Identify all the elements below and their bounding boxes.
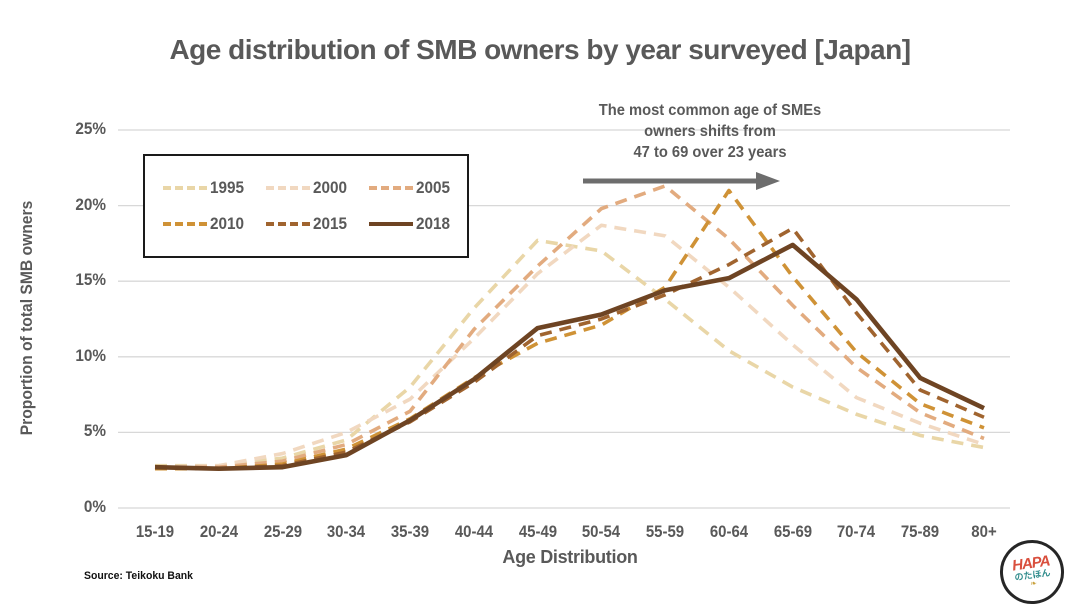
annotation-arrow-head: [756, 172, 780, 190]
x-tick-50-54: 50-54: [582, 522, 621, 541]
legend-item-2015: 2015: [265, 206, 351, 242]
x-tick-30-34: 30-34: [327, 522, 366, 541]
x-tick-75-89: 75-89: [901, 522, 940, 541]
legend-item-1995: 1995: [163, 170, 248, 206]
y-tick-0%: 0%: [83, 497, 106, 516]
x-tick-35-39: 35-39: [390, 522, 430, 541]
legend-swatch-2000: [265, 186, 310, 190]
x-tick-20-24: 20-24: [199, 522, 238, 541]
annotation-line-2: owners shifts from: [644, 123, 776, 141]
source-note: Source: Teikoku Bank: [84, 570, 193, 582]
legend-label-2018: 2018: [415, 214, 450, 233]
y-tick-15%: 15%: [75, 270, 106, 290]
legend-label-2005: 2005: [415, 178, 450, 197]
page-title: Age distribution of SMB owners by year s…: [169, 34, 911, 65]
legend-label-2010: 2010: [210, 214, 245, 233]
x-tick-40-44: 40-44: [454, 522, 493, 541]
legend-item-2010: 2010: [163, 206, 248, 242]
x-tick-70-74: 70-74: [837, 522, 876, 541]
series-line-2000: [154, 223, 985, 469]
annotation-text: The most common age of SMEs owners shift…: [567, 100, 852, 163]
y-tick-5%: 5%: [83, 421, 106, 441]
y-axis-title: Proportion of total SMB owners: [17, 200, 36, 436]
x-axis-title: Age Distribution: [502, 547, 638, 567]
legend-label-2000: 2000: [312, 178, 347, 197]
legend-item-2000: 2000: [265, 170, 351, 206]
series-line-1995: [155, 238, 985, 468]
annotation-line-1: The most common age of SMEs: [598, 102, 822, 119]
legend-swatch-2015: [265, 222, 310, 226]
chart-legend: 1995 2000 2005 2010 2015 2018: [143, 154, 469, 258]
leaf-icon: ❧: [1029, 578, 1038, 589]
x-tick-55-59: 55-59: [646, 522, 685, 541]
y-tick-10%: 10%: [75, 345, 106, 365]
x-tick-45-49: 45-49: [518, 522, 557, 541]
x-tick-65-69: 65-69: [773, 522, 812, 541]
legend-swatch-2018: [368, 222, 413, 226]
series-line-2010: [155, 188, 985, 471]
legend-item-2018: 2018: [368, 206, 454, 242]
legend-swatch-2005: [368, 186, 413, 190]
series-line-2018: [154, 242, 985, 471]
y-tick-25%: 25%: [75, 119, 106, 138]
x-tick-60-64: 60-64: [709, 522, 749, 541]
legend-item-2005: 2005: [368, 170, 454, 206]
legend-swatch-1995: [163, 186, 207, 190]
legend-label-2015: 2015: [312, 214, 347, 233]
x-tick-80+: 80+: [971, 522, 997, 541]
series-line-2015: [154, 226, 985, 471]
y-tick-20%: 20%: [75, 194, 106, 214]
x-tick-25-29: 25-29: [263, 522, 302, 541]
x-tick-15-19: 15-19: [135, 522, 175, 541]
legend-swatch-2010: [163, 222, 207, 226]
series-line-2005: [155, 184, 985, 469]
annotation-line-3: 47 to 69 over 23 years: [633, 144, 787, 162]
legend-label-1995: 1995: [210, 178, 245, 197]
